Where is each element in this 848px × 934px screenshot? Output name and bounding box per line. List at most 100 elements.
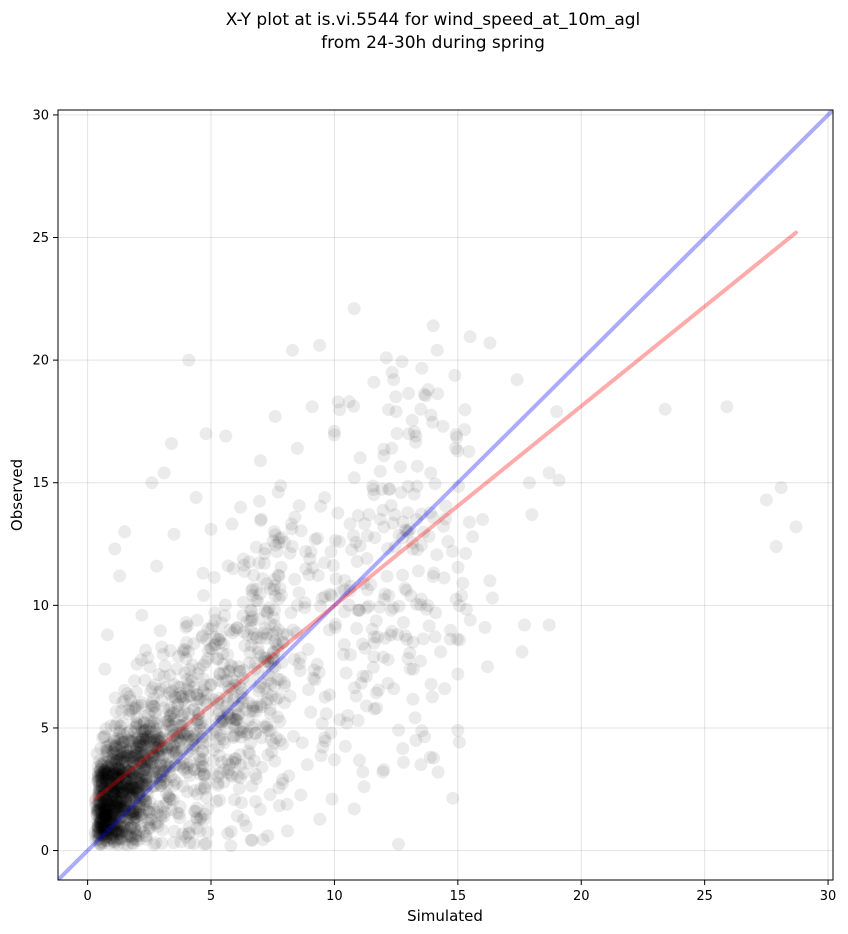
data-point: [116, 806, 130, 820]
data-point: [397, 755, 410, 769]
data-point: [254, 676, 268, 690]
data-point: [431, 387, 445, 401]
data-point: [463, 330, 477, 344]
data-point: [128, 821, 141, 835]
data-point: [149, 727, 163, 741]
data-point: [192, 707, 206, 720]
data-point: [157, 809, 171, 823]
data-point: [117, 820, 131, 834]
data-point: [117, 735, 131, 749]
data-point: [108, 542, 122, 556]
data-point: [151, 742, 165, 756]
data-point: [318, 556, 332, 570]
data-point: [113, 726, 127, 740]
data-point: [161, 718, 175, 732]
data-point: [127, 794, 141, 808]
data-point: [211, 778, 225, 792]
data-point: [251, 641, 265, 655]
data-point: [294, 524, 308, 538]
data-point: [119, 778, 133, 792]
data-point: [314, 599, 327, 613]
data-point: [144, 741, 158, 755]
data-point: [146, 763, 160, 777]
data-point: [109, 784, 123, 798]
data-point: [167, 527, 181, 541]
data-point: [158, 659, 172, 673]
data-point: [388, 540, 402, 554]
data-point: [229, 713, 243, 726]
data-point: [119, 774, 133, 788]
data-point: [213, 766, 227, 780]
data-point: [106, 785, 120, 799]
data-point: [424, 466, 438, 480]
data-point: [243, 736, 257, 750]
data-point: [106, 805, 119, 819]
data-point: [131, 780, 145, 794]
data-point: [134, 765, 148, 779]
data-point: [105, 775, 119, 789]
data-point: [122, 707, 136, 721]
data-point: [101, 767, 115, 781]
data-point: [98, 819, 112, 832]
data-point: [190, 811, 203, 825]
data-point: [99, 789, 113, 803]
data-point: [197, 589, 211, 602]
data-point: [154, 739, 168, 753]
data-point: [91, 829, 105, 843]
data-point: [101, 765, 114, 779]
data-point: [162, 760, 176, 774]
data-point: [206, 767, 220, 781]
data-point: [103, 816, 117, 830]
data-point: [115, 704, 129, 718]
data-point: [118, 525, 132, 539]
data-point: [161, 714, 175, 728]
data-point: [180, 725, 194, 738]
data-point: [133, 719, 147, 733]
x-tick-label: 30: [820, 889, 837, 904]
data-point: [142, 729, 156, 743]
data-point: [221, 766, 235, 780]
data-point: [168, 690, 181, 704]
data-point: [201, 687, 215, 701]
data-point: [218, 598, 232, 612]
data-point: [201, 825, 215, 839]
data-point: [137, 760, 151, 774]
data-point: [139, 759, 153, 773]
data-point: [344, 579, 358, 593]
data-point: [139, 777, 153, 791]
data-point: [106, 796, 120, 810]
data-point: [115, 782, 129, 796]
data-point: [134, 740, 148, 754]
data-point: [139, 829, 153, 843]
data-point: [114, 778, 128, 792]
data-point: [106, 834, 120, 848]
data-point: [130, 806, 144, 820]
data-point: [350, 555, 364, 568]
data-point: [98, 810, 112, 824]
data-point: [119, 790, 133, 804]
data-point: [99, 744, 113, 758]
data-point: [104, 808, 118, 822]
data-point: [94, 784, 108, 798]
data-point: [98, 831, 112, 845]
data-point: [267, 645, 280, 659]
data-point: [226, 755, 240, 769]
data-point: [207, 570, 221, 584]
data-point: [100, 830, 114, 844]
data-point: [124, 820, 138, 834]
data-point: [196, 629, 210, 642]
data-point: [97, 802, 111, 816]
data-point: [103, 821, 117, 835]
data-point: [125, 766, 139, 779]
data-point: [286, 343, 299, 357]
data-point: [182, 645, 196, 659]
data-point: [269, 692, 283, 706]
data-point: [167, 712, 181, 726]
data-point: [410, 479, 424, 493]
data-point: [126, 811, 140, 825]
data-point: [139, 723, 153, 737]
data-point: [194, 763, 208, 777]
data-point: [148, 724, 162, 738]
data-point: [126, 804, 140, 818]
data-point: [394, 486, 408, 499]
